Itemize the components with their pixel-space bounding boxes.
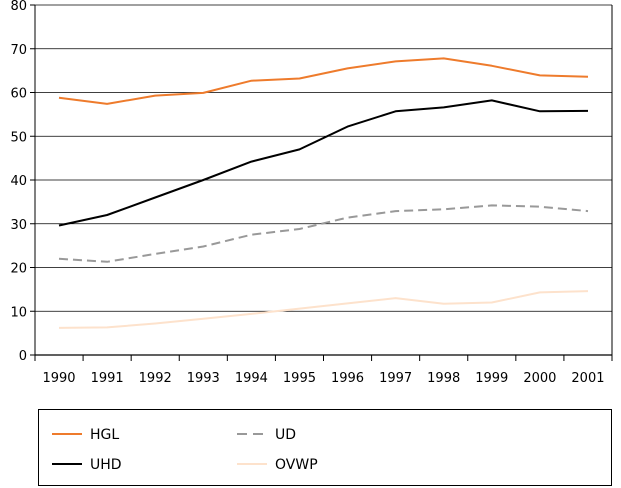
series-line-uhd [58,99,589,227]
x-tick-label: 1996 [331,371,364,386]
y-tick-label: 50 [10,130,27,145]
series-line-ovwp [58,290,589,329]
legend-label-uhd: UHD [90,457,122,473]
x-tick-label: 1999 [475,371,508,386]
series-lines [58,57,589,329]
y-tick-label: 80 [10,0,27,14]
x-tick-label: 1997 [379,371,412,386]
legend: HGL UHD UD OVWP [38,409,612,486]
y-tick-label: 0 [19,349,27,364]
series-line-ud [58,204,589,263]
x-tick-label: 1990 [42,371,75,386]
legend-label-hgl: HGL [90,427,119,443]
y-tick-label: 70 [10,43,27,58]
x-tick-label: 2000 [523,371,556,386]
legend-label-ud: UD [275,427,296,443]
y-tick-label: 60 [10,87,27,102]
x-tick-label: 1995 [283,371,316,386]
x-tick-label: 1998 [427,371,460,386]
y-tick-label: 40 [10,174,27,189]
x-tick-label: 1994 [235,371,268,386]
x-tick-label: 1991 [91,371,124,386]
x-tick-label: 1992 [139,371,172,386]
gridlines [35,4,612,312]
y-tick-label: 20 [10,262,27,277]
x-tick-label: 1993 [187,371,220,386]
axes: 0 10 20 30 40 50 60 70 80 1990 1991 1992 1993 1994 199… [10,0,613,386]
legend-label-ovwp: OVWP [275,457,318,473]
series-line-hgl [58,57,589,105]
x-tick-label: 2001 [571,371,604,386]
legend-box [38,409,612,486]
y-tick-label: 10 [10,305,27,320]
y-tick-label: 30 [10,218,27,233]
